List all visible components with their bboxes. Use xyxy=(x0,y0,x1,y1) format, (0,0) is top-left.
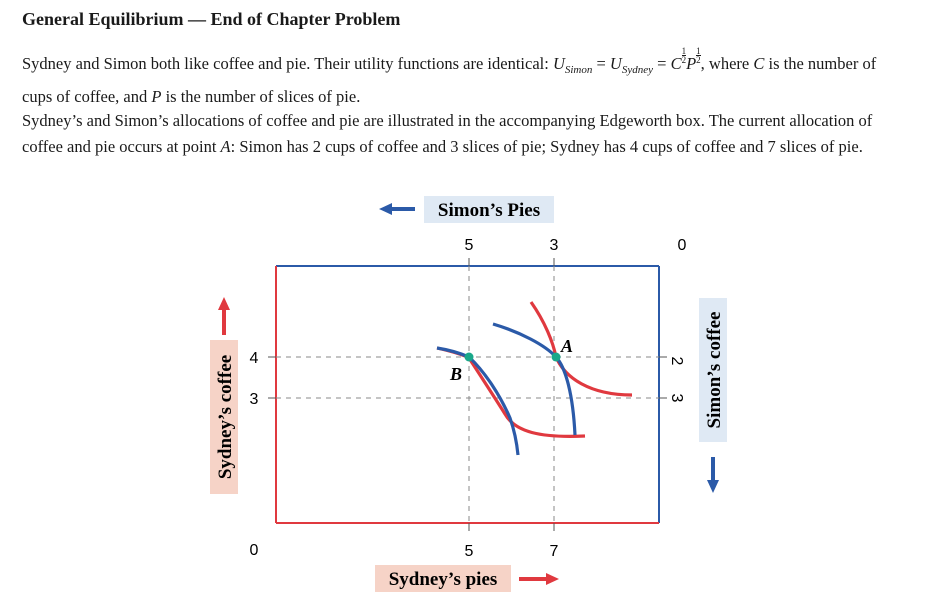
u-subscript-sydney: Sydney xyxy=(621,64,653,76)
right-tick-2: 2 xyxy=(668,357,685,366)
intro-text: Sydney and Simon both like coffee and pi… xyxy=(22,54,553,73)
top-label-background xyxy=(424,196,554,223)
bottom-label-background xyxy=(375,565,511,592)
point-a-label: A xyxy=(560,336,573,356)
point-a-ref: A xyxy=(220,136,231,156)
p-symbol: P xyxy=(686,54,697,73)
top-tick-0: 0 xyxy=(678,237,687,254)
right-label-background xyxy=(699,298,727,442)
left-axis-label: Sydney’s coffee xyxy=(215,355,236,479)
top-arrow-head xyxy=(379,203,392,215)
equals-sign: = xyxy=(592,54,610,73)
c-variable: C xyxy=(753,54,765,73)
is-text: is the number of cups of coffee, and xyxy=(22,54,877,106)
point-b-label: B xyxy=(449,364,462,384)
right-arrow-head xyxy=(707,480,719,493)
left-label-background xyxy=(210,340,238,494)
left-tick-0: 0 xyxy=(250,542,259,559)
where-text: , where xyxy=(700,54,754,73)
u-symbol-2: U xyxy=(609,54,622,73)
bottom-axis-label: Sydney’s pies xyxy=(389,569,498,590)
point-a-marker xyxy=(551,352,561,362)
equals-sign-2: = xyxy=(653,54,671,73)
p-variable: P xyxy=(151,86,162,106)
bottom-arrow-head xyxy=(546,573,559,585)
top-tick-5: 5 xyxy=(465,237,474,254)
u-subscript-simon: Simon xyxy=(564,64,593,76)
allocation-text-2: : Simon has 2 cups of coffee and 3 slice… xyxy=(230,136,863,156)
simon-indifference-curve-b xyxy=(436,346,520,456)
u-symbol: U xyxy=(552,54,565,73)
left-tick-4: 4 xyxy=(250,350,259,367)
allocation-text-1: Sydney’s and Simon’s allocations of coff… xyxy=(22,111,873,156)
bottom-tick-7: 7 xyxy=(550,543,559,560)
right-tick-3: 3 xyxy=(668,394,685,403)
top-tick-3: 3 xyxy=(550,237,559,254)
bottom-tick-5: 5 xyxy=(465,543,474,560)
rest-text: is the number of slices of pie. xyxy=(161,86,361,106)
problem-paragraph-2: Sydney’s and Simon’s allocations of coff… xyxy=(22,108,902,159)
right-axis-label: Simon’s coffee xyxy=(704,312,725,429)
problem-paragraph-1: Sydney and Simon both like coffee and pi… xyxy=(22,47,902,109)
left-arrow-head xyxy=(218,297,230,310)
left-tick-3: 3 xyxy=(250,391,259,408)
top-axis-label: Simon’s Pies xyxy=(438,200,540,221)
point-b-marker xyxy=(464,352,474,362)
page-title: General Equilibrium — End of Chapter Pro… xyxy=(22,9,401,29)
c-symbol: C xyxy=(670,54,682,73)
